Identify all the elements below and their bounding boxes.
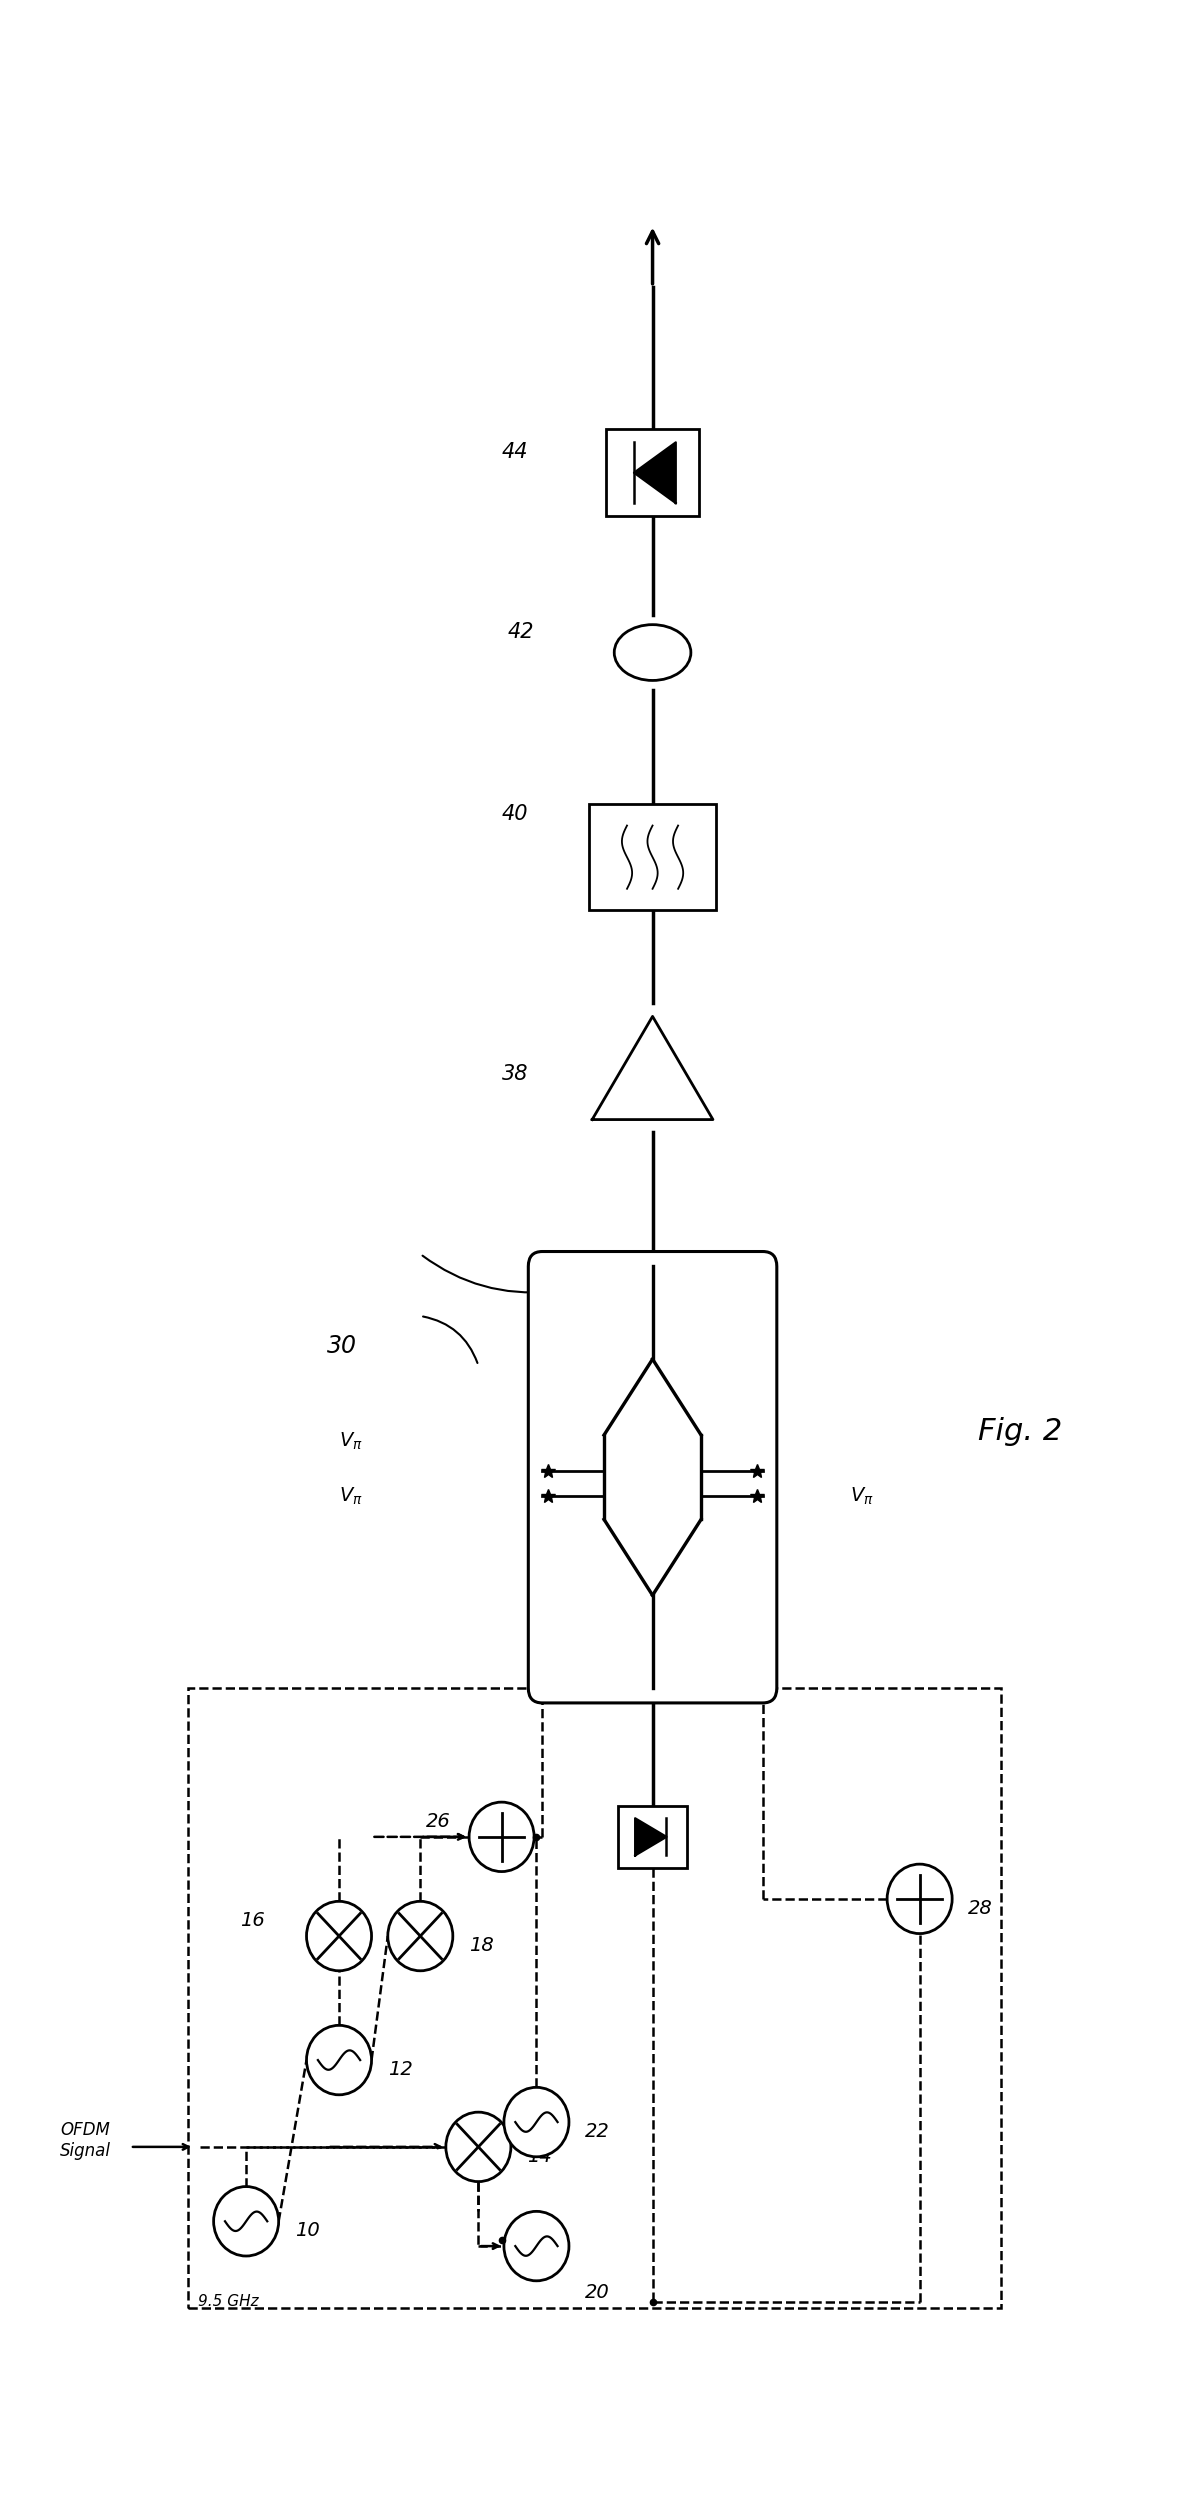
Text: 42: 42 bbox=[508, 622, 534, 642]
Bar bbox=[589, 805, 717, 910]
Text: 40: 40 bbox=[502, 805, 528, 825]
Circle shape bbox=[307, 2026, 371, 2094]
Text: 14: 14 bbox=[527, 2147, 552, 2167]
Text: $V_{\pi}$: $V_{\pi}$ bbox=[850, 1487, 874, 1507]
Bar bbox=[188, 1688, 1001, 2307]
Text: $V_{\pi}$: $V_{\pi}$ bbox=[339, 1430, 363, 1452]
Text: 44: 44 bbox=[502, 441, 528, 461]
Text: 22: 22 bbox=[585, 2122, 610, 2142]
Polygon shape bbox=[635, 1818, 667, 1856]
Circle shape bbox=[504, 2087, 570, 2157]
Text: 9.5 GHz: 9.5 GHz bbox=[199, 2295, 259, 2310]
Circle shape bbox=[214, 2187, 278, 2257]
Bar bbox=[618, 1806, 687, 1868]
Text: OFDM
Signal: OFDM Signal bbox=[61, 2122, 112, 2159]
Text: $V_{\pi}$: $V_{\pi}$ bbox=[339, 1487, 363, 1507]
Text: 34: 34 bbox=[641, 1339, 663, 1357]
Text: 12: 12 bbox=[388, 2059, 413, 2079]
Circle shape bbox=[470, 1803, 534, 1871]
Text: 18: 18 bbox=[470, 1936, 493, 1954]
Polygon shape bbox=[634, 441, 675, 504]
Text: Fig. 2: Fig. 2 bbox=[977, 1417, 1062, 1447]
Text: 26: 26 bbox=[426, 1811, 451, 1831]
FancyBboxPatch shape bbox=[528, 1251, 776, 1703]
Text: 20: 20 bbox=[585, 2282, 610, 2302]
Text: 36: 36 bbox=[734, 1314, 757, 1332]
Circle shape bbox=[307, 1901, 371, 1971]
Bar bbox=[606, 429, 699, 517]
Text: 38: 38 bbox=[502, 1063, 528, 1083]
Circle shape bbox=[504, 2212, 570, 2280]
Text: 28: 28 bbox=[968, 1899, 993, 1919]
Text: 16: 16 bbox=[240, 1911, 265, 1931]
Text: 2: 2 bbox=[568, 1394, 579, 1412]
Circle shape bbox=[388, 1901, 453, 1971]
Circle shape bbox=[446, 2112, 511, 2182]
Text: 32: 32 bbox=[650, 1487, 673, 1505]
Text: 10: 10 bbox=[295, 2222, 320, 2240]
Text: 30: 30 bbox=[327, 1334, 358, 1359]
Circle shape bbox=[887, 1863, 952, 1934]
Ellipse shape bbox=[615, 624, 691, 680]
